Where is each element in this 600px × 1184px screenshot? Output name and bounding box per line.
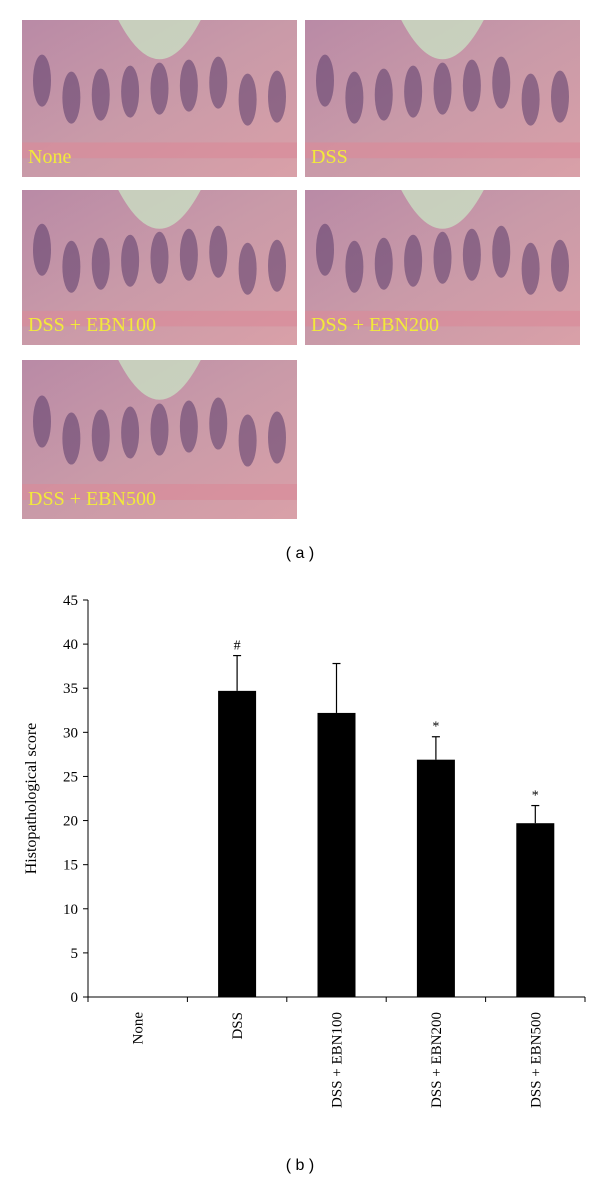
- muscle-layer: [305, 142, 580, 159]
- panel-a-caption: ( a ): [286, 545, 314, 562]
- y-tick-label: 30: [63, 725, 78, 741]
- histology-image: DSS + EBN500: [22, 360, 297, 519]
- x-tick-label: DSS + EBN100: [330, 1012, 346, 1108]
- crypt: [62, 240, 81, 293]
- crypt: [209, 225, 228, 278]
- bar: [317, 712, 356, 997]
- crypt: [238, 73, 257, 126]
- crypt: [62, 412, 81, 465]
- image-label: DSS + EBN500: [28, 488, 156, 510]
- crypt: [150, 231, 169, 284]
- crypt: [345, 240, 364, 293]
- panel-b-caption: ( b ): [286, 1157, 314, 1174]
- lumen: [401, 190, 484, 229]
- image-label: DSS: [311, 146, 348, 168]
- crypt: [33, 54, 51, 107]
- x-tick-label: DSS + EBN500: [528, 1012, 544, 1108]
- y-tick-label: 0: [71, 990, 79, 1006]
- muscle-layer: [22, 310, 297, 327]
- crypt: [209, 56, 228, 109]
- crypt: [316, 54, 334, 107]
- crypt: [179, 228, 198, 281]
- significance-mark: *: [532, 789, 539, 804]
- crypt: [551, 239, 569, 292]
- crypt: [91, 68, 110, 121]
- bar: [416, 759, 455, 997]
- crypt: [179, 400, 198, 453]
- crypt: [433, 62, 452, 115]
- crypt: [374, 237, 393, 290]
- crypt: [404, 234, 423, 287]
- crypt: [316, 223, 334, 276]
- crypt: [433, 231, 452, 284]
- y-tick-label: 35: [63, 681, 78, 697]
- y-tick-label: 15: [63, 858, 78, 874]
- crypt: [91, 409, 110, 462]
- histology-image: None: [22, 20, 297, 177]
- muscle-layer: [22, 484, 297, 500]
- y-axis-label: Histopathological score: [23, 723, 40, 875]
- crypt: [374, 68, 393, 121]
- y-tick-label: 5: [71, 946, 79, 962]
- crypt: [268, 239, 286, 292]
- significance-mark: #: [234, 639, 241, 654]
- bar-chart: 0 5 10 15 20 25 30 35 40 45 Histopathological scor…: [23, 593, 586, 1108]
- image-label: DSS + EBN200: [311, 314, 439, 336]
- x-tick-label: DSS: [230, 1012, 246, 1040]
- muscle-layer: [22, 142, 297, 159]
- crypt: [150, 403, 169, 456]
- lumen: [401, 20, 484, 60]
- crypt: [521, 242, 540, 295]
- y-tick-label: 40: [63, 637, 78, 653]
- lumen: [118, 190, 201, 229]
- y-tick-label: 10: [63, 902, 78, 918]
- significance-mark: *: [432, 720, 439, 735]
- histology-image: DSS + EBN200: [305, 190, 580, 345]
- crypt: [121, 65, 140, 118]
- crypt: [62, 71, 81, 124]
- crypt: [238, 414, 257, 467]
- histology-image: DSS: [305, 20, 580, 177]
- crypt: [179, 59, 198, 112]
- muscle-layer: [305, 310, 580, 327]
- crypt: [404, 65, 423, 118]
- crypt: [268, 70, 286, 123]
- bar: [218, 690, 257, 997]
- histology-image: DSS + EBN100: [22, 190, 297, 345]
- crypt: [238, 242, 257, 295]
- crypt: [551, 70, 569, 123]
- crypt: [121, 234, 140, 287]
- crypt: [462, 59, 481, 112]
- crypt: [521, 73, 540, 126]
- crypt: [492, 56, 511, 109]
- y-tick-label: 20: [63, 814, 78, 830]
- crypt: [33, 223, 51, 276]
- x-tick-label: None: [131, 1012, 147, 1045]
- crypt: [91, 237, 110, 290]
- crypt: [121, 406, 140, 459]
- crypt: [492, 225, 511, 278]
- crypt: [345, 71, 364, 124]
- crypt: [150, 62, 169, 115]
- x-tick-label: DSS + EBN200: [429, 1012, 445, 1108]
- crypt: [462, 228, 481, 281]
- crypt: [33, 395, 51, 448]
- y-tick-label: 25: [63, 769, 78, 785]
- image-label: DSS + EBN100: [28, 314, 156, 336]
- lumen: [118, 20, 201, 60]
- lumen: [118, 360, 201, 400]
- y-tick-label: 45: [63, 593, 78, 609]
- crypt: [209, 397, 228, 450]
- image-label: None: [28, 146, 71, 168]
- crypt: [268, 411, 286, 464]
- histology-panels: None DSS DSS + EBN100 DSS + EBN200 DSS + EBN…: [22, 20, 580, 519]
- bar: [516, 823, 555, 997]
